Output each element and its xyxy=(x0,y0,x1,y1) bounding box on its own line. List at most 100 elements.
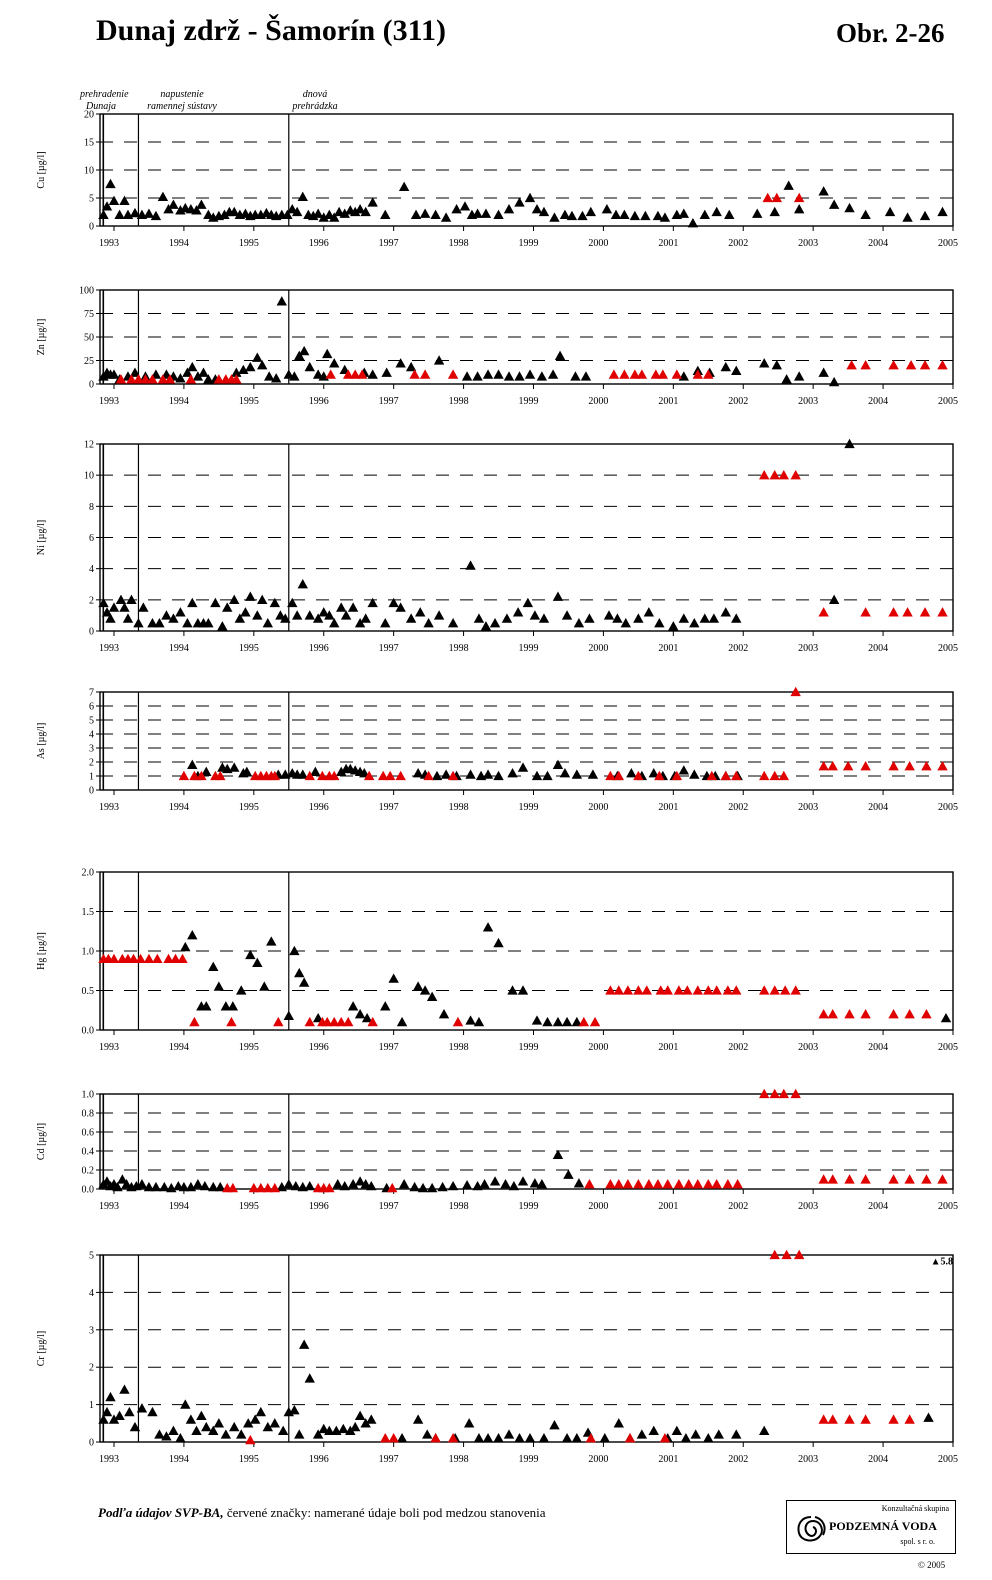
y-tick-label: 6 xyxy=(89,702,94,713)
data-point xyxy=(257,360,268,370)
data-point xyxy=(236,985,247,995)
page-title: Dunaj zdrž - Šamorín (311) xyxy=(96,14,446,47)
data-point xyxy=(136,1403,148,1413)
below-limit-marker xyxy=(384,770,396,781)
data-point xyxy=(105,1391,116,1402)
data-point xyxy=(245,591,256,601)
plot-frame xyxy=(99,1093,954,1190)
x-tick-label: 1993 xyxy=(99,396,119,407)
data-point xyxy=(361,1012,373,1023)
data-point xyxy=(231,367,242,377)
data-point xyxy=(731,613,742,623)
below-limit-marker xyxy=(703,985,714,995)
below-limit-marker xyxy=(589,1016,601,1027)
data-point xyxy=(482,1433,494,1443)
below-limit-marker xyxy=(692,369,703,379)
data-point xyxy=(289,945,300,956)
below-limit-marker xyxy=(904,761,915,771)
data-point xyxy=(610,209,622,219)
data-point xyxy=(238,364,249,375)
data-point xyxy=(902,212,913,222)
below-limit-marker xyxy=(177,953,188,964)
data-point xyxy=(324,1425,335,1435)
data-point xyxy=(689,769,700,779)
x-tick-label: 2004 xyxy=(868,396,888,407)
data-point xyxy=(291,206,303,217)
data-point xyxy=(759,358,770,368)
x-tick-label: 2002 xyxy=(728,643,748,654)
x-tick-label: 1993 xyxy=(99,643,119,654)
data-point xyxy=(648,1425,659,1435)
y-tick-label: 4 xyxy=(89,1288,94,1299)
data-point xyxy=(199,1180,211,1191)
below-limit-marker xyxy=(643,1179,655,1189)
below-limit-marker xyxy=(317,770,328,781)
below-limit-marker xyxy=(778,770,789,781)
x-tick-label: 1995 xyxy=(239,1454,259,1465)
y-axis-label: Cd [µg/l] xyxy=(36,1123,47,1160)
data-point xyxy=(493,1433,504,1443)
data-point xyxy=(818,186,829,196)
data-point xyxy=(671,1425,683,1435)
y-tick-label: 1.0 xyxy=(82,1090,95,1101)
data-point xyxy=(245,949,256,960)
data-point xyxy=(157,191,169,202)
below-limit-marker xyxy=(888,607,899,617)
data-point xyxy=(147,618,158,628)
data-point xyxy=(122,613,134,623)
data-point xyxy=(793,204,805,214)
below-limit-marker xyxy=(827,761,838,771)
data-point xyxy=(417,1182,429,1193)
below-limit-marker xyxy=(683,1179,694,1189)
below-limit-marker xyxy=(662,1179,673,1189)
data-point xyxy=(503,371,515,381)
data-point xyxy=(659,212,671,222)
below-limit-marker xyxy=(860,761,871,771)
below-limit-marker xyxy=(904,1009,915,1019)
data-point xyxy=(354,1009,366,1019)
data-point xyxy=(731,1429,742,1439)
data-point xyxy=(640,210,651,221)
data-point xyxy=(283,369,294,379)
data-point xyxy=(192,371,204,381)
y-tick-label: 2.0 xyxy=(82,868,95,879)
data-point xyxy=(236,1429,247,1439)
data-point xyxy=(620,618,631,628)
below-limit-marker xyxy=(769,469,780,480)
plot-frame xyxy=(99,1254,954,1443)
below-limit-marker xyxy=(633,1179,644,1189)
below-limit-marker xyxy=(790,469,801,480)
y-tick-label: 4 xyxy=(89,564,94,575)
below-limit-marker xyxy=(778,469,789,480)
below-limit-marker xyxy=(844,1414,855,1424)
y-tick-label: 2 xyxy=(89,595,94,606)
below-limit-marker xyxy=(921,1174,932,1184)
event-label-line2: prehrádzka xyxy=(291,101,337,112)
below-limit-marker xyxy=(143,953,155,964)
data-point xyxy=(566,210,578,221)
below-limit-marker xyxy=(711,1179,722,1189)
data-point xyxy=(275,610,286,620)
data-point xyxy=(501,613,513,623)
data-point xyxy=(480,208,492,218)
data-point xyxy=(844,438,855,449)
data-point xyxy=(412,981,424,991)
below-limit-marker xyxy=(793,192,805,203)
data-point xyxy=(524,192,536,203)
y-tick-label: 1.5 xyxy=(82,907,95,918)
data-point xyxy=(571,769,583,779)
off-scale-annotation: ▲5.8 xyxy=(931,1257,953,1268)
below-limit-marker xyxy=(722,985,734,995)
data-point xyxy=(143,208,155,218)
data-point xyxy=(447,1180,459,1191)
data-point xyxy=(298,977,310,987)
data-point xyxy=(552,1016,564,1027)
data-point xyxy=(561,610,573,620)
x-tick-label: 1999 xyxy=(518,1042,538,1053)
data-point xyxy=(187,930,198,940)
data-point xyxy=(277,1425,289,1435)
y-axis-label: Hg [µg/l] xyxy=(36,932,47,970)
data-point xyxy=(98,1414,109,1424)
data-point xyxy=(283,1010,294,1020)
data-point xyxy=(571,1016,583,1027)
